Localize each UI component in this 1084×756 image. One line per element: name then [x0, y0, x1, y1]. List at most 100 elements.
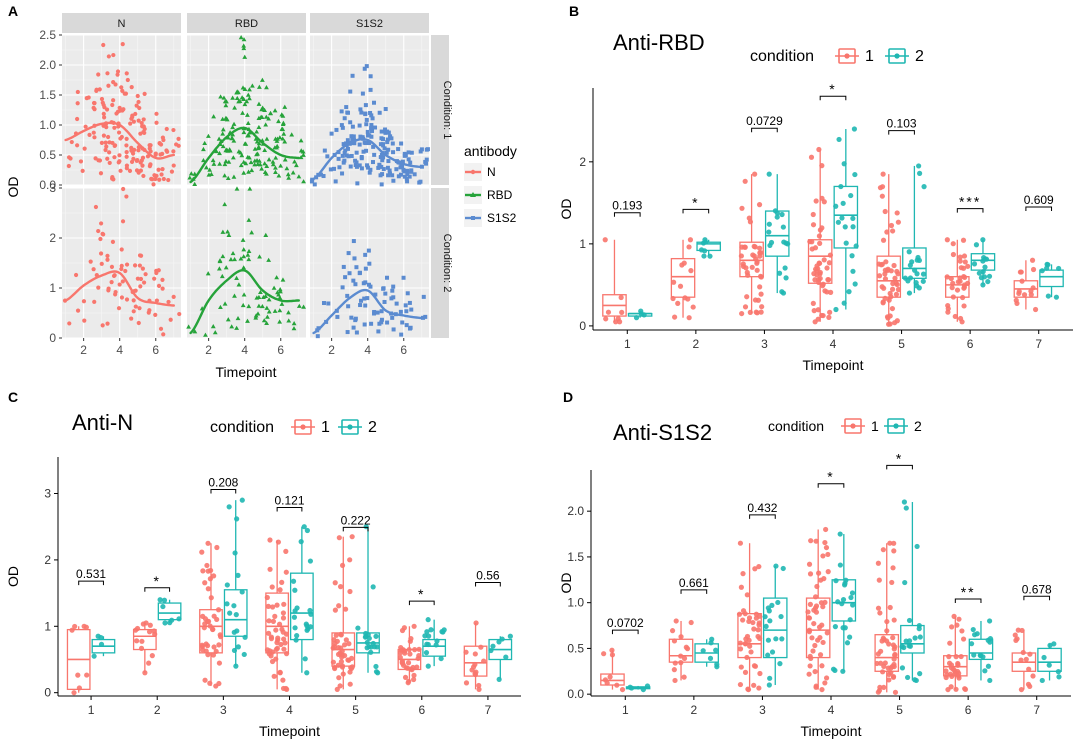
data-point: [345, 138, 350, 143]
data-point: [234, 275, 239, 280]
data-point: [203, 332, 208, 337]
data-point: [609, 647, 615, 653]
data-point: [463, 680, 470, 686]
data-point: [140, 621, 146, 627]
data-point: [348, 89, 353, 94]
data-point: [779, 289, 785, 295]
data-point: [347, 588, 353, 595]
data-point: [350, 73, 355, 78]
data-point: [409, 150, 414, 155]
data-point: [403, 153, 408, 158]
facet-strip-side: [431, 188, 449, 338]
data-point: [110, 102, 115, 108]
data-point: [338, 645, 344, 651]
data-point: [355, 181, 360, 186]
smooth-line: [189, 268, 300, 335]
data-point: [112, 155, 117, 160]
data-point: [401, 275, 406, 280]
data-point: [375, 310, 380, 315]
data-point: [290, 578, 297, 584]
data-point: [154, 120, 159, 125]
data-point: [774, 210, 780, 216]
data-point: [269, 584, 275, 590]
data-point: [381, 286, 386, 291]
data-point: [807, 601, 813, 607]
significance-label: 0.531: [76, 567, 106, 581]
x-axis-title: Timepoint: [803, 357, 864, 373]
data-point: [903, 505, 909, 511]
data-point: [207, 167, 213, 172]
data-point: [822, 680, 828, 686]
data-point: [283, 569, 289, 575]
data-point: [231, 629, 237, 635]
data-point: [379, 152, 384, 157]
data-point: [223, 115, 229, 120]
data-point: [105, 257, 110, 262]
data-point: [899, 665, 906, 671]
data-point: [247, 155, 252, 160]
data-point: [337, 683, 343, 689]
data-point: [617, 319, 623, 325]
data-point: [333, 632, 339, 638]
y-tick-label: 3: [49, 181, 56, 195]
data-point: [382, 146, 387, 151]
box: [833, 185, 859, 249]
data-point: [215, 607, 222, 613]
x-tick-label: 5: [898, 337, 905, 351]
data-point: [890, 635, 896, 641]
legend-label: 2: [914, 418, 922, 434]
data-point: [961, 285, 967, 291]
data-point: [755, 627, 761, 633]
data-point: [671, 667, 677, 673]
data-point: [143, 272, 148, 277]
data-point: [321, 301, 326, 306]
data-point: [373, 669, 380, 675]
data-point: [75, 308, 81, 313]
data-point: [397, 654, 403, 660]
data-point: [238, 256, 244, 261]
legend-label: 1: [871, 418, 879, 434]
data-point: [364, 639, 370, 646]
data-point: [345, 330, 350, 335]
data-point: [388, 134, 393, 139]
data-point: [139, 638, 145, 644]
data-point: [280, 629, 286, 635]
data-point: [840, 596, 847, 603]
data-point: [807, 663, 813, 669]
data-point: [737, 681, 744, 688]
x-axis-title: Timepoint: [801, 723, 862, 739]
data-point: [132, 263, 138, 268]
data-point: [746, 215, 752, 221]
data-point: [820, 639, 826, 646]
data-point: [619, 686, 626, 693]
data-point: [920, 271, 927, 277]
data-point: [222, 161, 228, 167]
data-point: [263, 232, 269, 237]
data-point: [740, 571, 746, 577]
data-point: [264, 136, 270, 141]
data-point: [349, 153, 354, 158]
data-point: [370, 160, 375, 165]
data-point: [247, 186, 253, 191]
data-point: [982, 256, 988, 262]
data-point: [201, 157, 206, 163]
data-point: [335, 662, 341, 668]
data-point: [304, 670, 310, 676]
data-point: [321, 174, 326, 179]
data-point: [387, 168, 392, 173]
data-point: [110, 239, 116, 244]
data-point: [746, 618, 752, 625]
data-point: [874, 660, 880, 667]
data-point: [168, 317, 173, 322]
data-point: [906, 249, 912, 255]
data-point: [839, 601, 845, 607]
x-axis-title: Timepoint: [259, 723, 320, 739]
data-point: [602, 677, 609, 683]
data-point: [619, 309, 625, 315]
data-point: [914, 543, 920, 550]
y-tick-label: 0.0: [567, 687, 584, 701]
data-point: [312, 182, 317, 187]
data-point: [271, 673, 277, 679]
data-point: [411, 623, 417, 629]
data-point: [160, 277, 165, 282]
